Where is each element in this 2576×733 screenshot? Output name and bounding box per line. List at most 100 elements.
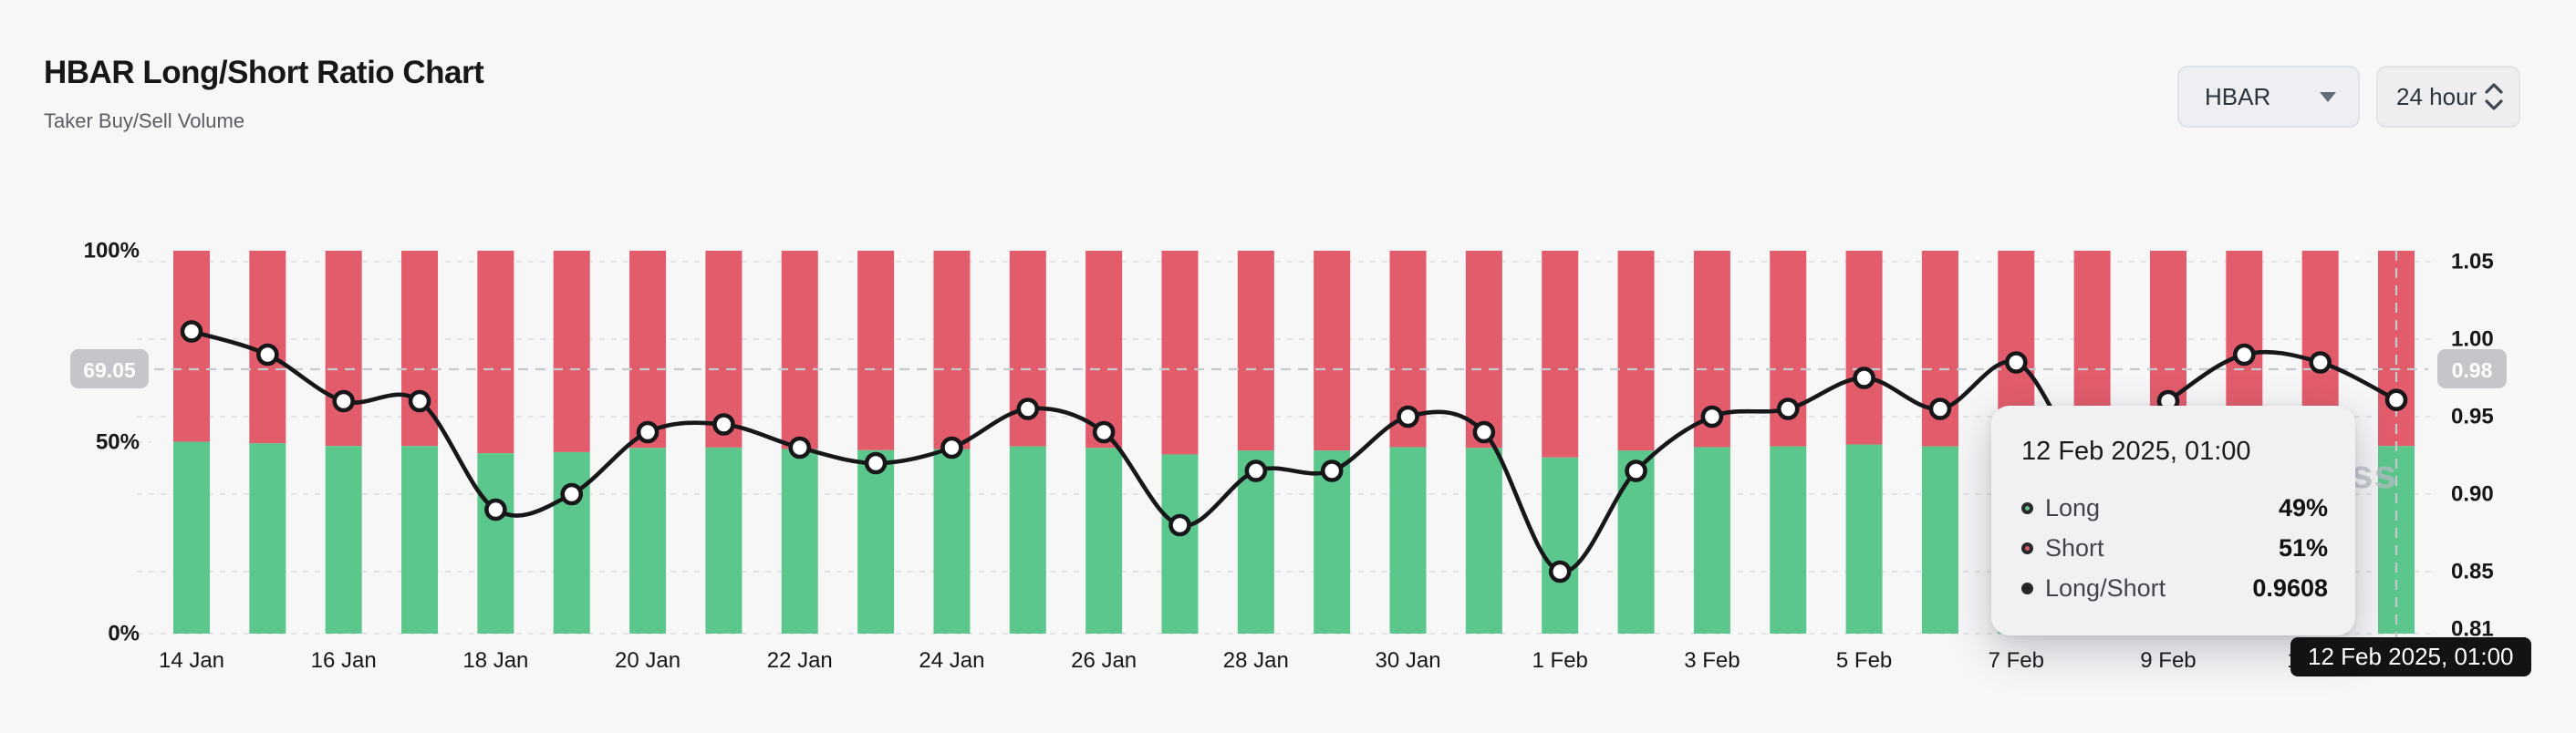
- ratio-point[interactable]: [1776, 397, 1800, 420]
- y-left-tick-label: 0%: [108, 622, 140, 646]
- long-bar[interactable]: [1085, 448, 1123, 634]
- tooltip-title: 12 Feb 2025, 01:00: [2021, 437, 2251, 466]
- ratio-point[interactable]: [1092, 420, 1116, 444]
- long-bar[interactable]: [477, 453, 514, 634]
- short-bar[interactable]: [781, 251, 818, 449]
- ratio-point[interactable]: [1928, 397, 1952, 420]
- long-bar[interactable]: [325, 446, 362, 634]
- x-tick-label: 7 Feb: [1989, 648, 2044, 673]
- tooltip-row-short: Short 51%: [2021, 530, 2328, 566]
- x-tick-label: 22 Jan: [767, 648, 833, 673]
- short-bar[interactable]: [629, 251, 667, 449]
- x-tick-label: 9 Feb: [2140, 648, 2196, 673]
- x-tick-label: 28 Jan: [1223, 648, 1289, 673]
- long-bar[interactable]: [857, 449, 895, 634]
- long-bar[interactable]: [1845, 444, 1883, 634]
- ratio-point[interactable]: [332, 389, 355, 413]
- ratio-point[interactable]: [2309, 351, 2332, 374]
- long-bar[interactable]: [1693, 447, 1730, 634]
- long-bar[interactable]: [1542, 457, 1579, 634]
- tooltip-short-label: Short: [2045, 533, 2104, 562]
- chevrons-up-down-icon: [2482, 78, 2506, 115]
- tooltip-long-label: Long: [2045, 493, 2101, 521]
- x-tick-label: 24 Jan: [919, 648, 984, 673]
- ratio-point[interactable]: [1548, 560, 1572, 583]
- crosshair-date-label: 12 Feb 2025, 01:00: [2290, 637, 2531, 676]
- ratio-point[interactable]: [864, 451, 888, 475]
- short-bar[interactable]: [1314, 251, 1351, 451]
- long-bar[interactable]: [933, 449, 971, 634]
- long-bar[interactable]: [1009, 446, 1046, 634]
- x-tick-label: 5 Feb: [1836, 648, 1892, 673]
- symbol-select-value: HBAR: [2205, 82, 2271, 110]
- long-bar[interactable]: [1389, 447, 1427, 634]
- long-bar[interactable]: [553, 451, 590, 634]
- page-title: HBAR Long/Short Ratio Chart: [44, 55, 484, 90]
- ratio-point[interactable]: [1016, 397, 1040, 420]
- short-bar[interactable]: [477, 251, 514, 454]
- short-bar[interactable]: [1465, 251, 1502, 449]
- chart-tooltip: 12 Feb 2025, 01:00 Long 49% Short 51% Lo…: [1991, 406, 2355, 635]
- ratio-point[interactable]: [2384, 388, 2408, 411]
- ratio-point[interactable]: [2233, 343, 2256, 366]
- ratio-point[interactable]: [484, 498, 507, 521]
- x-tick-label: 26 Jan: [1071, 648, 1137, 673]
- ratio-point[interactable]: [408, 389, 431, 413]
- short-series-dot-icon: [2021, 542, 2033, 554]
- y-left-tick-label: 50%: [96, 430, 140, 455]
- short-bar[interactable]: [173, 251, 210, 442]
- long-bar[interactable]: [401, 446, 439, 634]
- long-bar[interactable]: [1465, 448, 1502, 634]
- short-bar[interactable]: [857, 251, 895, 450]
- tooltip-row-long: Long 49%: [2021, 490, 2328, 526]
- x-tick-label: 30 Jan: [1375, 648, 1440, 673]
- right-crosshair-badge: [2437, 349, 2507, 388]
- long-bar[interactable]: [249, 443, 286, 634]
- short-bar[interactable]: [2378, 251, 2415, 447]
- long-bar[interactable]: [705, 447, 743, 634]
- ratio-point[interactable]: [1320, 459, 1344, 482]
- long-bar[interactable]: [781, 449, 818, 634]
- x-tick-label: 16 Jan: [311, 648, 377, 673]
- ratio-point[interactable]: [712, 413, 735, 436]
- long-bar[interactable]: [173, 441, 210, 634]
- short-bar[interactable]: [933, 251, 971, 449]
- long-bar[interactable]: [1770, 446, 1807, 634]
- ratio-point[interactable]: [1853, 366, 1875, 389]
- ratio-point[interactable]: [1244, 459, 1268, 482]
- ratio-point[interactable]: [940, 436, 963, 459]
- ratio-point[interactable]: [2004, 351, 2028, 374]
- ratio-point[interactable]: [1169, 513, 1191, 537]
- ratio-series-dot-icon: [2021, 582, 2033, 594]
- long-bar[interactable]: [1161, 454, 1199, 634]
- short-bar[interactable]: [1085, 251, 1123, 449]
- short-bar[interactable]: [1237, 251, 1274, 451]
- ratio-point[interactable]: [636, 420, 660, 444]
- x-tick-label: 20 Jan: [615, 648, 680, 673]
- x-tick-label: 1 Feb: [1532, 648, 1588, 673]
- left-crosshair-badge: [70, 349, 149, 388]
- y-right-tick-label: 0.95: [2451, 405, 2494, 429]
- short-bar[interactable]: [325, 251, 362, 447]
- interval-select[interactable]: 24 hour: [2376, 66, 2520, 128]
- symbol-select[interactable]: HBAR: [2177, 66, 2360, 128]
- ratio-point[interactable]: [560, 482, 584, 506]
- short-bar[interactable]: [553, 251, 590, 452]
- tooltip-short-value: 51%: [2278, 533, 2328, 562]
- ratio-point[interactable]: [788, 436, 812, 459]
- ratio-point[interactable]: [1397, 405, 1419, 428]
- watermark: ss: [2351, 452, 2397, 497]
- short-bar[interactable]: [1617, 251, 1655, 451]
- short-bar[interactable]: [1161, 251, 1199, 455]
- short-bar[interactable]: [1542, 251, 1579, 458]
- tooltip-long-value: 49%: [2278, 493, 2328, 521]
- long-bar[interactable]: [1921, 446, 1958, 634]
- ratio-point[interactable]: [256, 343, 279, 366]
- long-bar[interactable]: [629, 448, 667, 634]
- short-bar[interactable]: [1845, 251, 1883, 445]
- ratio-point[interactable]: [1700, 405, 1724, 428]
- ratio-point[interactable]: [1472, 420, 1496, 444]
- ratio-point[interactable]: [1625, 459, 1647, 482]
- ratio-point[interactable]: [180, 320, 203, 343]
- y-left-tick-label: 100%: [84, 239, 140, 263]
